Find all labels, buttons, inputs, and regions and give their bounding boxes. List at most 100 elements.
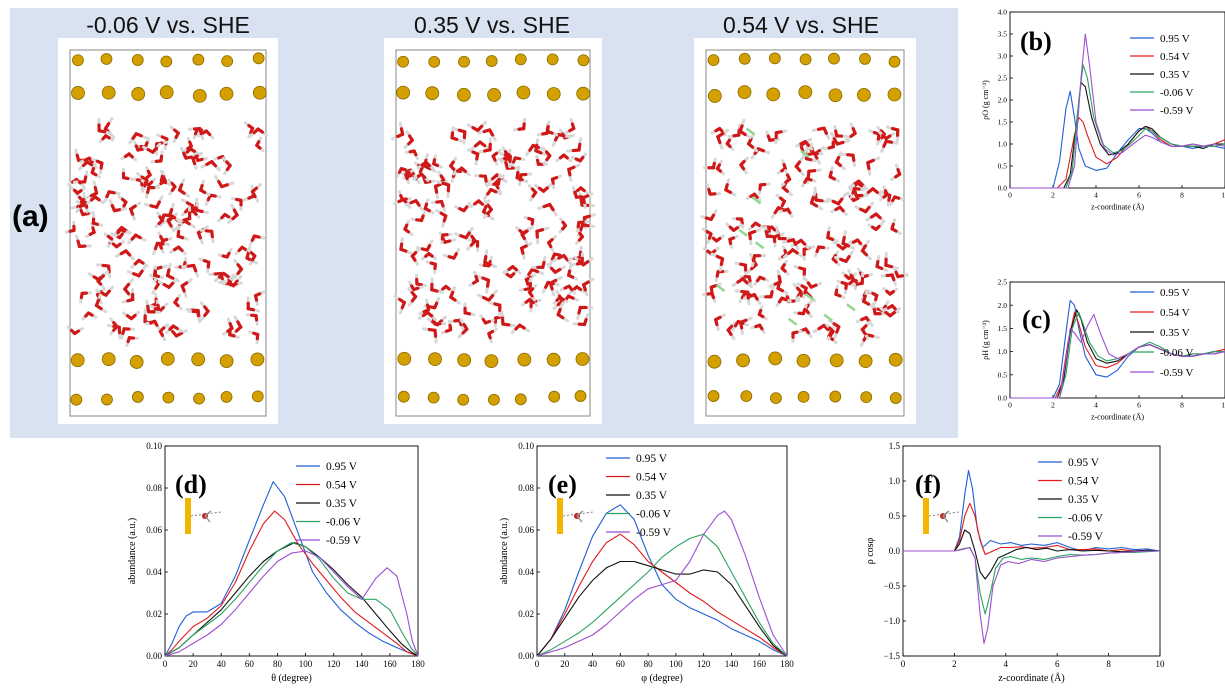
water-oxygen [888,310,897,318]
water-oxygen [483,260,492,267]
water-oxygen [397,197,406,204]
water-oxygen [570,122,576,131]
gold-atom [72,54,84,67]
water-oxygen [740,291,747,300]
gold-atom [100,53,113,65]
water-oxygen [501,322,511,327]
plot-frame [536,445,788,657]
sim-box-2 [384,38,602,424]
gold-atom [546,53,559,66]
water-oxygen [89,195,97,202]
water-oxygen [463,311,472,316]
water-oxygen [173,128,180,135]
water-oxygen [151,146,158,154]
gold-atom [192,53,205,66]
water-oxygen [228,322,234,330]
series-line [164,510,419,657]
water-oxygen [146,186,151,194]
water-oxygen [185,147,193,154]
water-oxygen [885,273,894,278]
gold-atom [484,354,499,369]
water-oxygen [473,140,482,148]
sim-box-3-title: 0.54 V vs. SHE [723,12,879,38]
water-oxygen [180,284,186,293]
water-oxygen [121,327,126,335]
gold-atom [193,392,205,405]
water-oxygen [714,318,719,327]
gold-atom [220,390,233,403]
legend-label: 0.35 V [1068,494,1100,506]
water-oxygen [170,181,177,189]
water-oxygen [571,285,579,292]
gold-atom [859,53,871,65]
water-oxygen [172,245,181,252]
halide-bond [754,241,765,250]
water-oxygen [405,168,413,174]
water-oxygen [728,237,733,246]
x-tick-label: 2 [952,659,957,669]
legend-label: 0.54 V [1160,51,1190,63]
water-oxygen [433,184,439,194]
halide-bond [787,317,798,326]
water-oxygen [161,237,169,243]
water-oxygen [123,287,131,296]
water-oxygen [158,329,165,337]
water-oxygen [204,229,214,233]
water-oxygen [714,126,722,133]
water-oxygen [847,274,854,281]
water-oxygen [101,134,108,141]
y-tick-label: 0.5 [889,511,901,521]
x-axis-label: z-coordinate (Å) [1091,413,1144,422]
water-oxygen [739,163,746,171]
water-oxygen [419,214,425,223]
water-oxygen [481,276,491,282]
water-oxygen [94,303,103,311]
water-oxygen [544,280,550,289]
panel-label: (c) [1022,305,1051,334]
x-tick-label: 80 [644,659,654,669]
water-oxygen [795,286,803,294]
water-oxygen [81,160,89,168]
water-oxygen [733,319,740,328]
gold-atom [768,351,783,366]
water-oxygen [464,231,471,240]
panel-label: (e) [548,470,577,499]
y-tick-label: 2.0 [998,96,1008,105]
y-tick-label: −0.5 [884,581,901,591]
water-oxygen [748,231,752,241]
y-tick-label: 0.06 [518,525,534,535]
water-oxygen [416,172,423,179]
water-oxygen [777,274,782,284]
water-oxygen [530,187,538,195]
water-oxygen [524,278,530,286]
gold-atom [397,351,412,366]
water-oxygen [844,255,851,263]
series-line [903,502,1161,556]
water-oxygen [83,156,91,162]
water-oxygen [725,142,732,149]
gold-atom [425,86,440,101]
water-oxygen [896,168,902,176]
x-tick-label: 120 [327,659,341,669]
x-tick-label: 6 [1137,401,1141,410]
water-oxygen [715,270,720,278]
water-oxygen [397,167,403,174]
sim-box-2-molecules [390,49,596,417]
water-oxygen [860,327,867,336]
legend-label: -0.59 V [1160,367,1193,379]
water-oxygen [129,313,137,321]
water-oxygen [754,323,762,329]
halide-bond [804,293,815,302]
water-oxygen [441,284,448,291]
plot-frame [1009,281,1225,399]
water-oxygen [750,221,758,228]
y-tick-label: 0.04 [146,567,162,577]
y-axis-label: ρO (g cm⁻³) [981,80,990,120]
y-axis-label: ρH (g cm⁻³) [981,320,990,360]
water-oxygen [165,273,175,280]
y-tick-label: 0.10 [146,441,162,451]
gold-atom [889,392,902,404]
gold-atom [888,55,901,68]
water-oxygen [425,303,431,312]
x-tick-label: 0 [163,659,168,669]
